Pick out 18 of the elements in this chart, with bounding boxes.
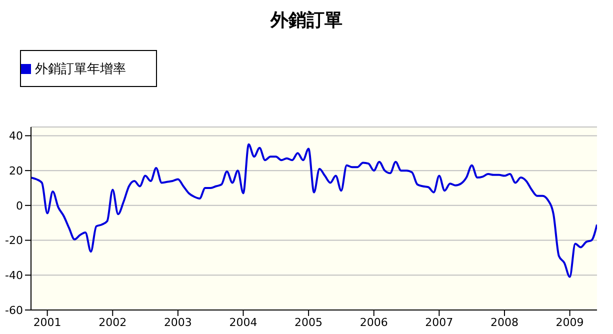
legend-label: 外銷訂單年增率 bbox=[35, 62, 126, 76]
y-tick-label: 0 bbox=[16, 199, 23, 212]
y-tick-label: 20 bbox=[9, 164, 23, 178]
x-tick-label: 2001 bbox=[33, 316, 62, 329]
x-tick-label: 2003 bbox=[164, 316, 192, 329]
x-tick-label: 2005 bbox=[294, 316, 323, 329]
x-tick-label: 2009 bbox=[556, 316, 584, 329]
x-tick-label: 2008 bbox=[490, 316, 518, 329]
line-series bbox=[31, 143, 597, 278]
x-tick-label: 2007 bbox=[425, 316, 454, 329]
y-tick-label: -40 bbox=[5, 269, 23, 282]
x-tick-label: 2004 bbox=[229, 316, 258, 329]
y-tick-label: -20 bbox=[5, 234, 23, 248]
x-tick-label: 2002 bbox=[98, 316, 127, 329]
x-tick-label: 2006 bbox=[360, 316, 388, 329]
y-tick-label: -60 bbox=[5, 304, 23, 317]
y-tick-label: 40 bbox=[9, 130, 23, 143]
chart-title: 外銷訂單 bbox=[269, 9, 344, 32]
